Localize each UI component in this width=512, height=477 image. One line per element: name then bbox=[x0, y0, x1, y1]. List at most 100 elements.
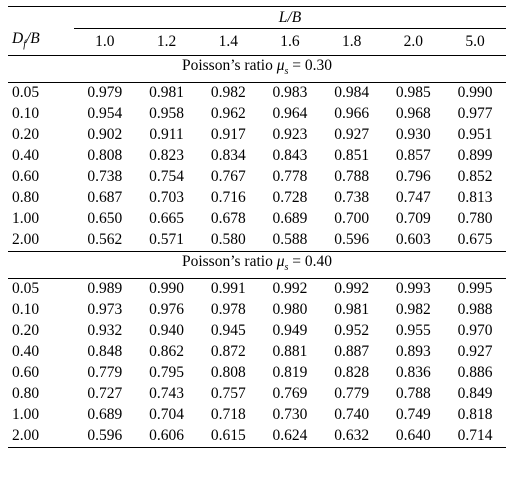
table-cell: 0.979 bbox=[87, 84, 123, 102]
row-label: 0.05 bbox=[12, 280, 40, 298]
table-cell: 0.687 bbox=[87, 189, 123, 207]
table-row: 2.00 0.562 0.571 0.580 0.588 0.596 0.603 0.675 bbox=[8, 230, 506, 252]
table-cell: 0.964 bbox=[272, 105, 308, 123]
table-cell: 0.993 bbox=[395, 280, 431, 298]
table-row: 0.20 0.902 0.911 0.917 0.923 0.927 0.930 0.951 bbox=[8, 125, 506, 146]
table-cell: 0.984 bbox=[334, 84, 370, 102]
table-row: 0.40 0.808 0.823 0.834 0.843 0.851 0.857 0.899 bbox=[8, 146, 506, 167]
column-header: 1.8 bbox=[341, 32, 362, 50]
table-row: 0.40 0.848 0.862 0.872 0.881 0.887 0.893 0.927 bbox=[8, 342, 506, 363]
table-cell: 0.615 bbox=[197, 425, 260, 448]
table-cell: 0.862 bbox=[149, 343, 184, 361]
table-cell: 0.689 bbox=[272, 210, 308, 228]
table-cell: 0.778 bbox=[272, 168, 308, 186]
table-cell: 0.818 bbox=[457, 406, 493, 424]
table-cell: 0.747 bbox=[395, 189, 431, 207]
table-cell: 0.603 bbox=[395, 231, 431, 249]
table-body: Poisson’s ratio μs = 0.30 0.05 0.979 0.981 0… bbox=[8, 54, 506, 448]
table-cell: 0.779 bbox=[334, 385, 370, 403]
row-label: 0.60 bbox=[12, 364, 40, 382]
column-group-header: L/B bbox=[74, 6, 506, 29]
table-cell: 0.923 bbox=[272, 126, 308, 144]
row-label: 0.80 bbox=[12, 385, 40, 403]
table-cell: 0.632 bbox=[320, 425, 383, 448]
table-cell: 0.851 bbox=[334, 147, 370, 165]
row-label: 0.60 bbox=[12, 168, 40, 186]
table-cell: 0.893 bbox=[395, 343, 431, 361]
row-label: 0.05 bbox=[12, 84, 40, 102]
table-cell: 0.955 bbox=[395, 322, 431, 340]
table-cell: 0.968 bbox=[395, 105, 431, 123]
table-cell: 0.976 bbox=[149, 301, 184, 319]
column-header: 1.6 bbox=[280, 32, 300, 50]
table-cell: 0.665 bbox=[149, 210, 184, 228]
table-cell: 0.780 bbox=[457, 210, 493, 228]
table-cell: 0.848 bbox=[87, 343, 123, 361]
table-row: 0.80 0.727 0.743 0.757 0.769 0.779 0.788 0.849 bbox=[8, 384, 506, 405]
table-cell: 0.966 bbox=[334, 105, 370, 123]
lb-label: L/B bbox=[278, 8, 302, 26]
header-row-columns: Df/B 1.0 1.2 1.4 1.6 1.8 2.0 5.0 bbox=[8, 29, 506, 56]
table-cell: 0.990 bbox=[457, 84, 493, 102]
row-label: 0.10 bbox=[12, 105, 40, 123]
table-cell: 0.727 bbox=[87, 385, 123, 403]
table-row: 0.80 0.687 0.703 0.716 0.728 0.738 0.747 0.813 bbox=[8, 188, 506, 209]
table-cell: 0.606 bbox=[135, 425, 198, 448]
table-cell: 0.754 bbox=[149, 168, 184, 186]
table-cell: 0.949 bbox=[272, 322, 308, 340]
table-cell: 0.624 bbox=[259, 425, 321, 448]
table-cell: 0.995 bbox=[457, 280, 493, 298]
table-cell: 0.985 bbox=[395, 84, 431, 102]
table-cell: 0.808 bbox=[87, 147, 123, 165]
column-header: 1.2 bbox=[156, 32, 177, 50]
row-label: 0.10 bbox=[12, 301, 40, 319]
table-cell: 0.881 bbox=[272, 343, 308, 361]
table-cell: 0.819 bbox=[272, 364, 308, 382]
table-cell: 0.728 bbox=[272, 189, 308, 207]
table-row: 0.10 0.954 0.958 0.962 0.964 0.966 0.968 0.977 bbox=[8, 104, 506, 125]
header-row-group: L/B bbox=[8, 6, 506, 29]
table-cell: 0.887 bbox=[334, 343, 370, 361]
table-cell: 0.977 bbox=[457, 105, 493, 123]
table-row: 0.20 0.932 0.940 0.945 0.949 0.952 0.955 0.970 bbox=[8, 321, 506, 342]
table-cell: 0.588 bbox=[272, 231, 308, 249]
table-cell: 0.992 bbox=[334, 280, 370, 298]
table-cell: 0.988 bbox=[457, 301, 493, 319]
table-cell: 0.872 bbox=[210, 343, 246, 361]
column-header: 2.0 bbox=[403, 32, 424, 50]
table-cell: 0.958 bbox=[149, 105, 184, 123]
section-label: Poisson’s ratio μs = 0.40 bbox=[8, 250, 506, 279]
table-cell: 0.788 bbox=[395, 385, 431, 403]
table-cell: 0.954 bbox=[87, 105, 123, 123]
table-cell: 0.823 bbox=[149, 147, 184, 165]
table-cell: 0.852 bbox=[457, 168, 493, 186]
table-cell: 0.757 bbox=[210, 385, 246, 403]
table-cell: 0.981 bbox=[149, 84, 184, 102]
table-cell: 0.796 bbox=[395, 168, 431, 186]
row-label: 2.00 bbox=[8, 425, 74, 448]
table-cell: 0.991 bbox=[210, 280, 246, 298]
row-label-header: Df/B bbox=[12, 29, 40, 50]
row-label: 0.20 bbox=[12, 126, 40, 144]
table-cell: 0.788 bbox=[334, 168, 370, 186]
table-cell: 0.945 bbox=[210, 322, 246, 340]
row-label: 0.20 bbox=[12, 322, 40, 340]
table-cell: 0.917 bbox=[210, 126, 246, 144]
table-cell: 0.927 bbox=[334, 126, 370, 144]
table-cell: 0.738 bbox=[87, 168, 123, 186]
table-cell: 0.927 bbox=[457, 343, 493, 361]
table-row: 0.10 0.973 0.976 0.978 0.980 0.981 0.982 0.988 bbox=[8, 300, 506, 321]
column-header: 5.0 bbox=[465, 32, 485, 50]
table-cell: 0.981 bbox=[334, 301, 370, 319]
column-header: 1.0 bbox=[95, 32, 115, 50]
table-cell: 0.940 bbox=[149, 322, 184, 340]
table-cell: 0.982 bbox=[210, 84, 246, 102]
table-cell: 0.596 bbox=[74, 425, 136, 448]
table-cell: 0.779 bbox=[87, 364, 123, 382]
table-row: 0.60 0.779 0.795 0.808 0.819 0.828 0.836 0.886 bbox=[8, 363, 506, 384]
table-cell: 0.932 bbox=[87, 322, 123, 340]
table-cell: 0.911 bbox=[149, 126, 184, 144]
table-cell: 0.983 bbox=[272, 84, 308, 102]
table-cell: 0.849 bbox=[457, 385, 493, 403]
table-cell: 0.952 bbox=[334, 322, 370, 340]
